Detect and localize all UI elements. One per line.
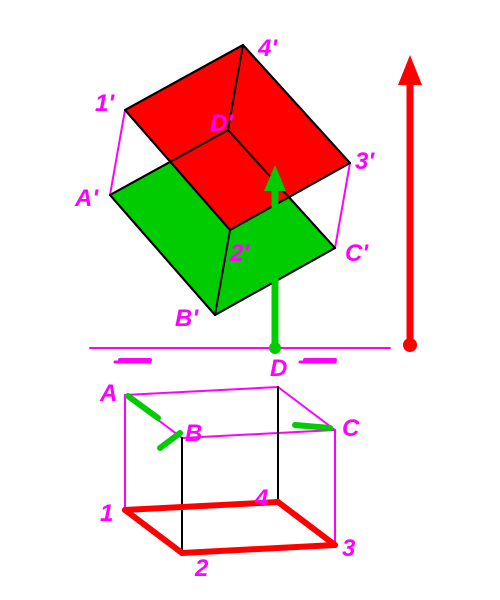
label-L4: 4 — [255, 485, 268, 513]
diagram-canvas — [0, 0, 500, 600]
label-Bp: B' — [175, 305, 198, 333]
label-L2: 2 — [195, 555, 208, 583]
label-L3: 3 — [342, 535, 355, 563]
label-L1p: 1' — [95, 90, 114, 118]
label-D: D — [270, 355, 287, 383]
label-A: A — [100, 380, 117, 408]
label-L2p: 2' — [230, 240, 249, 268]
label-L3p: 3' — [355, 148, 374, 176]
label-Ap: A' — [75, 185, 98, 213]
label-Dp: D' — [210, 110, 233, 138]
label-C: C — [342, 415, 359, 443]
label-L1: 1 — [100, 500, 113, 528]
label-B: B — [185, 420, 202, 448]
label-Cp: C' — [345, 240, 368, 268]
label-L4p: 4' — [258, 35, 277, 63]
